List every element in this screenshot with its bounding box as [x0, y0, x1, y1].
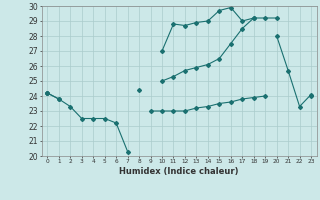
X-axis label: Humidex (Indice chaleur): Humidex (Indice chaleur) — [119, 167, 239, 176]
